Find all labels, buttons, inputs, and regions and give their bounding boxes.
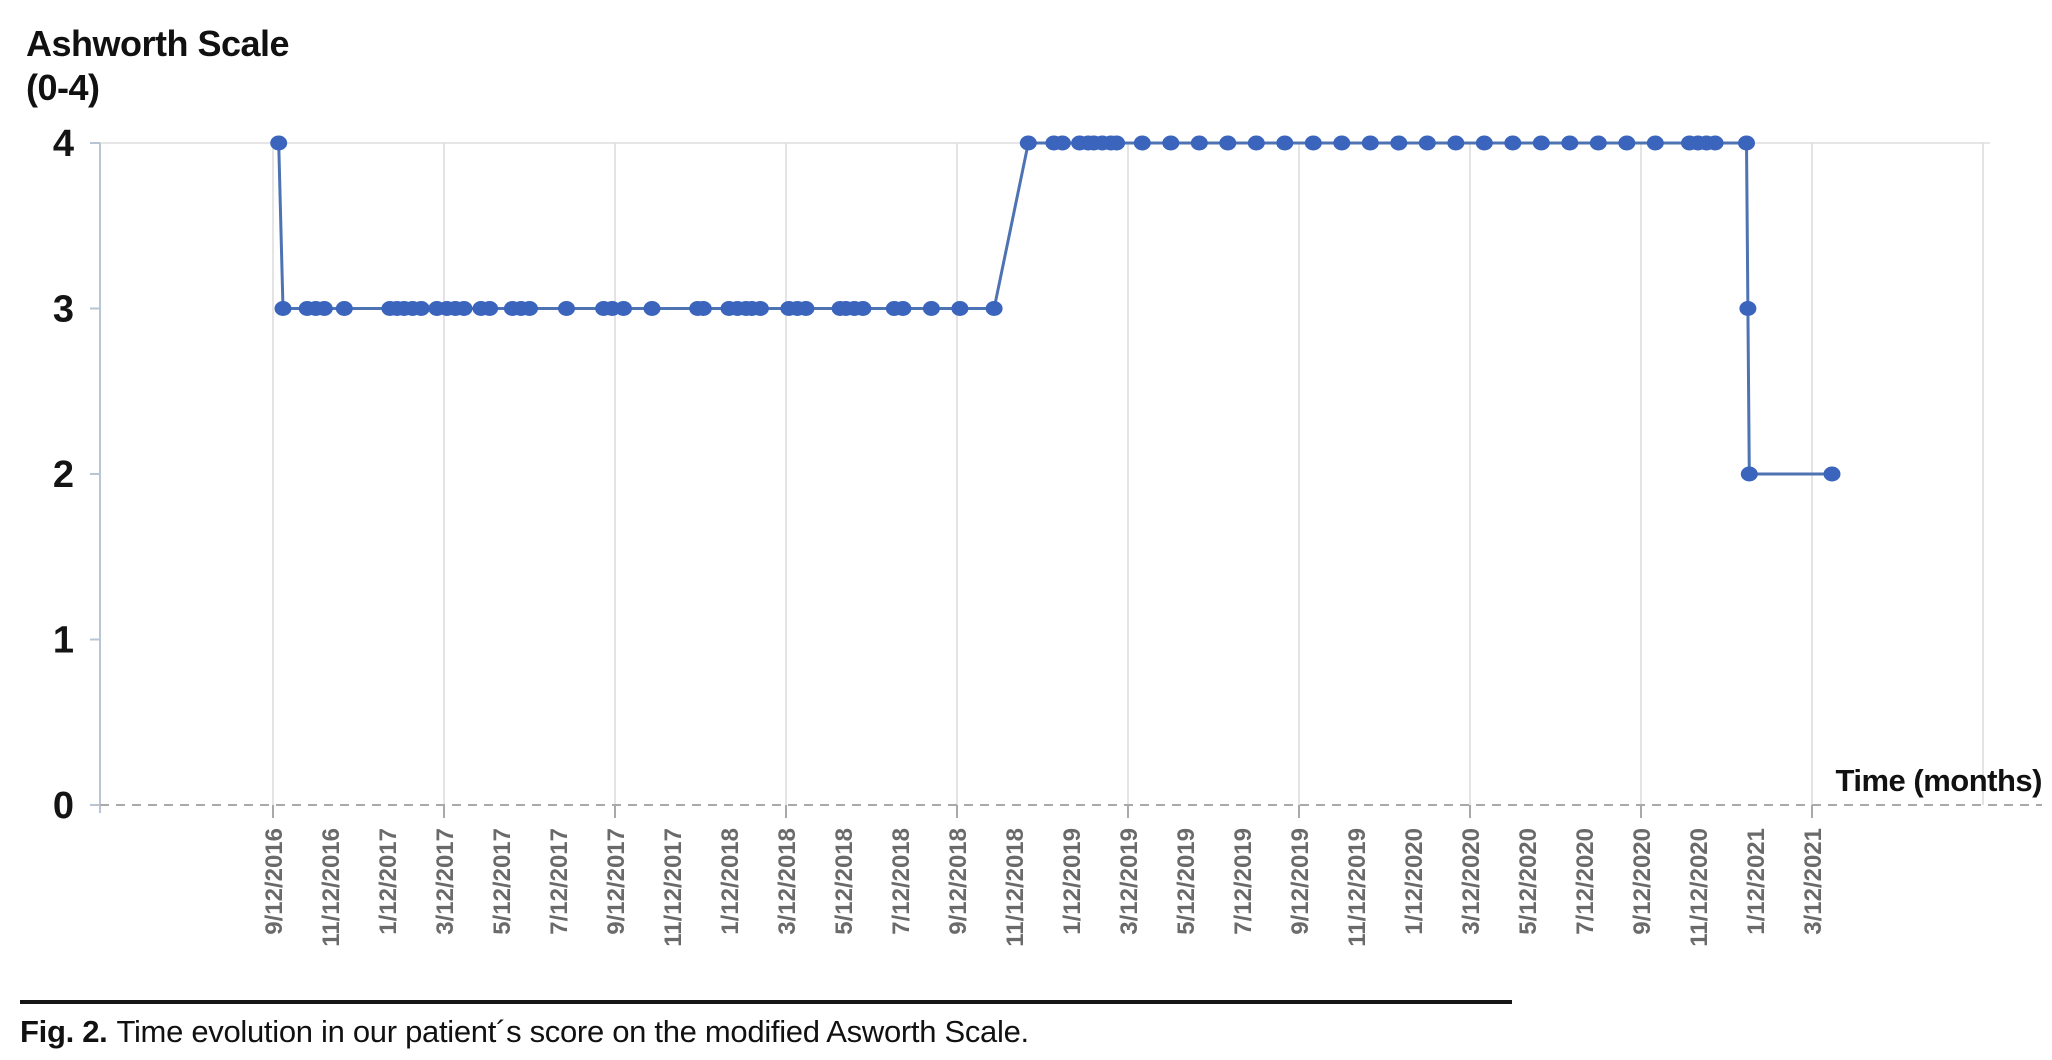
data-point: [1304, 135, 1322, 151]
data-point: [1646, 135, 1664, 151]
data-point: [1276, 135, 1294, 151]
data-point: [558, 301, 575, 316]
data-point: [1532, 135, 1550, 151]
x-tick-label: 3/12/2019: [1116, 828, 1143, 935]
data-point: [1740, 466, 1758, 482]
caption-text: Time evolution in our patient´s score on…: [116, 1014, 1029, 1049]
data-point: [270, 135, 288, 151]
x-tick-label: 1/12/2020: [1401, 828, 1428, 935]
data-point: [1247, 135, 1265, 151]
data-point: [1447, 135, 1465, 151]
data-point: [412, 301, 430, 316]
data-point: [1053, 135, 1071, 151]
x-tick-label: 9/12/2016: [261, 828, 288, 935]
x-tick-label: 5/12/2018: [831, 828, 858, 935]
data-point: [481, 301, 499, 316]
x-tick-label: 9/12/2019: [1287, 828, 1314, 935]
x-tick-label: 11/12/2019: [1344, 828, 1371, 947]
data-point: [1561, 135, 1579, 151]
x-tick-label: 11/12/2017: [660, 828, 687, 947]
x-tick-label: 9/12/2017: [603, 828, 630, 935]
data-point: [1618, 135, 1636, 151]
data-point: [1823, 466, 1841, 482]
x-tick-label: 9/12/2018: [945, 828, 972, 935]
data-point: [455, 301, 473, 316]
x-tick-label: 1/12/2019: [1059, 828, 1086, 935]
x-tick-label: 1/12/2021: [1743, 828, 1770, 935]
data-point: [1019, 135, 1037, 151]
y-tick-label: 0: [53, 785, 74, 827]
y-tick-label: 3: [53, 289, 74, 331]
data-point: [1504, 135, 1522, 151]
x-tick-label: 11/12/2016: [318, 828, 345, 947]
data-point: [1162, 135, 1180, 151]
x-tick-label: 7/12/2017: [546, 828, 573, 935]
data-point: [1706, 135, 1724, 151]
data-point: [1738, 135, 1755, 151]
x-axis-title: Time (months): [1835, 763, 2043, 798]
data-point: [1361, 135, 1379, 151]
y-axis-title-line1: Ashworth Scale: [26, 23, 290, 64]
x-tick-label: 1/12/2018: [717, 828, 744, 935]
x-tick-label: 5/12/2019: [1173, 828, 1200, 935]
data-point: [1219, 135, 1237, 151]
data-point: [643, 301, 661, 316]
data-point: [1589, 135, 1607, 151]
data-point: [315, 301, 333, 316]
data-point: [1108, 135, 1126, 151]
x-tick-label: 11/12/2020: [1686, 828, 1713, 947]
y-tick-label: 4: [53, 123, 74, 165]
x-tick-label: 7/12/2018: [888, 828, 915, 935]
y-tick-label: 2: [53, 454, 74, 496]
data-point: [751, 301, 769, 316]
x-tick-label: 7/12/2019: [1230, 828, 1257, 935]
caption-label: Fig. 2.: [20, 1014, 108, 1049]
data-point: [922, 301, 940, 316]
x-tick-label: 3/12/2021: [1800, 828, 1827, 935]
data-point: [335, 301, 353, 316]
data-point: [1390, 135, 1408, 151]
data-point: [797, 301, 815, 316]
data-point: [615, 301, 632, 316]
data-point: [1475, 135, 1493, 151]
y-tick-label: 1: [53, 620, 74, 662]
x-tick-label: 3/12/2020: [1458, 828, 1485, 935]
x-tick-label: 3/12/2018: [774, 828, 801, 935]
data-point: [521, 301, 538, 316]
data-point: [985, 301, 1003, 316]
x-tick-label: 3/12/2017: [432, 828, 459, 935]
x-tick-label: 5/12/2017: [489, 828, 516, 935]
data-point: [951, 301, 969, 316]
data-point: [1133, 135, 1151, 151]
x-tick-label: 1/12/2017: [375, 828, 402, 935]
x-tick-label: 9/12/2020: [1629, 828, 1656, 935]
data-point: [1333, 135, 1351, 151]
data-point: [274, 301, 292, 316]
data-point: [1739, 301, 1757, 316]
x-tick-label: 5/12/2020: [1515, 828, 1542, 935]
data-point: [894, 301, 912, 316]
figure-caption: Fig. 2. Time evolution in our patient´s s…: [20, 1014, 1920, 1050]
data-point: [1418, 135, 1436, 151]
data-point: [854, 301, 872, 316]
data-point: [694, 301, 712, 316]
data-point: [1190, 135, 1208, 151]
x-tick-label: 11/12/2018: [1002, 828, 1029, 947]
caption-rule: [20, 1000, 1512, 1004]
y-axis-title-line2: (0-4): [26, 67, 100, 108]
x-tick-label: 7/12/2020: [1572, 828, 1599, 935]
y-axis-title: Ashworth Scale (0-4): [26, 22, 290, 110]
